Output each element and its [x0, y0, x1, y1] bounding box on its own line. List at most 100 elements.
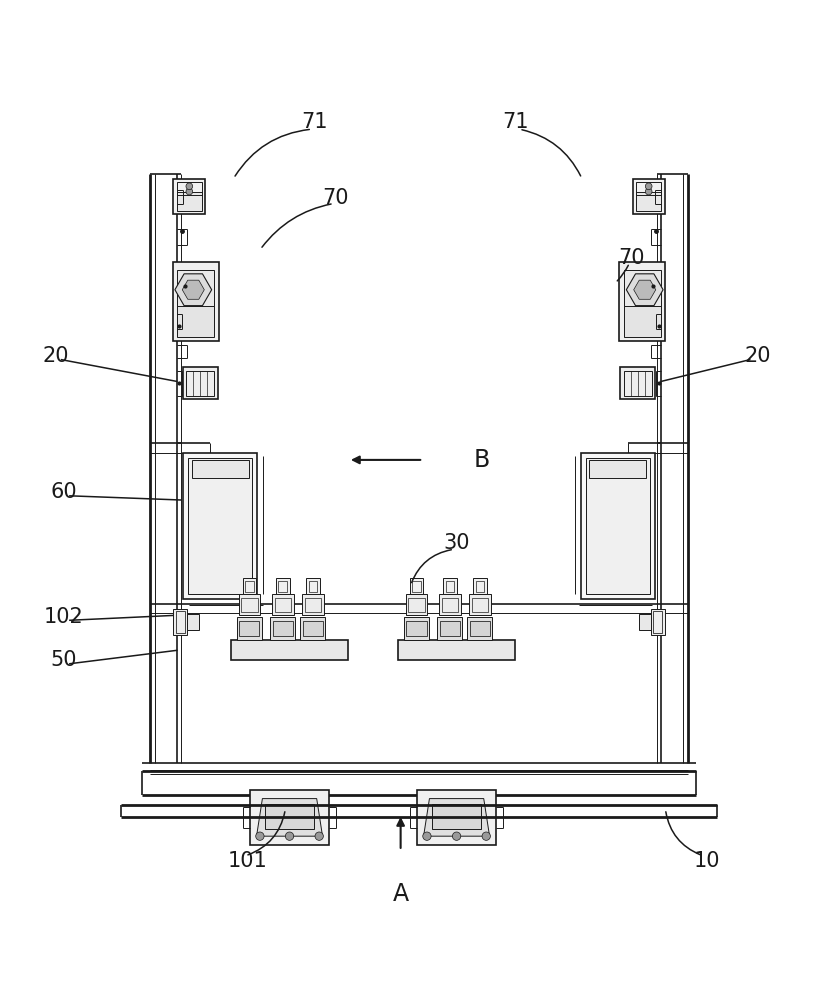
Circle shape [453, 832, 461, 840]
Bar [177, 270, 215, 306]
Text: 20: 20 [744, 346, 770, 366]
Bar [417, 790, 496, 845]
Circle shape [315, 832, 323, 840]
Bar [440, 621, 460, 636]
Bar [620, 367, 655, 399]
Bar [586, 458, 649, 594]
Bar [192, 460, 249, 478]
Circle shape [645, 188, 652, 195]
Bar [271, 617, 295, 640]
Bar [472, 598, 488, 612]
Bar [177, 192, 202, 211]
Bar [406, 621, 427, 636]
Bar [272, 594, 293, 615]
Text: 30: 30 [443, 533, 470, 553]
Bar [303, 621, 323, 636]
Bar [242, 578, 256, 594]
Bar [476, 581, 484, 592]
Polygon shape [182, 280, 204, 299]
Bar [245, 581, 254, 592]
Text: 70: 70 [323, 188, 349, 208]
Polygon shape [626, 274, 663, 306]
Bar [581, 453, 654, 599]
Bar [177, 301, 215, 337]
Circle shape [422, 832, 431, 840]
Bar [623, 301, 661, 337]
Bar [410, 578, 423, 594]
Bar [231, 640, 348, 660]
Bar [404, 617, 429, 640]
Bar [240, 621, 260, 636]
Bar [633, 179, 665, 214]
Bar [303, 594, 323, 615]
Bar [176, 611, 185, 633]
Bar [442, 598, 458, 612]
Bar [184, 453, 257, 599]
Bar [619, 262, 665, 341]
Bar [250, 790, 329, 845]
Bar [636, 192, 661, 211]
Text: 70: 70 [618, 248, 645, 268]
Text: 20: 20 [43, 346, 69, 366]
Circle shape [286, 832, 293, 840]
Text: A: A [392, 882, 409, 906]
Bar [636, 182, 661, 195]
Polygon shape [423, 799, 489, 836]
Bar [265, 804, 314, 829]
Circle shape [256, 832, 264, 840]
Bar [650, 609, 665, 635]
Bar [278, 581, 287, 592]
Bar [623, 270, 661, 306]
Bar [306, 578, 320, 594]
Text: 10: 10 [694, 851, 721, 871]
Bar [173, 179, 205, 214]
Text: 102: 102 [44, 607, 84, 627]
Bar [443, 578, 457, 594]
Bar [473, 578, 487, 594]
Text: 50: 50 [51, 650, 77, 670]
Polygon shape [256, 799, 323, 836]
Bar [300, 617, 325, 640]
Text: 60: 60 [51, 482, 77, 502]
Bar [469, 594, 490, 615]
Bar [437, 617, 463, 640]
Bar [308, 581, 318, 592]
Bar [189, 458, 252, 594]
Bar [241, 598, 257, 612]
Bar [432, 804, 481, 829]
Bar [186, 371, 215, 396]
Bar [173, 609, 188, 635]
Bar [177, 182, 202, 195]
Polygon shape [175, 274, 212, 306]
Circle shape [482, 832, 490, 840]
Bar [408, 598, 425, 612]
Bar [173, 262, 219, 341]
Bar [276, 578, 290, 594]
Bar [639, 614, 650, 630]
Bar [305, 598, 321, 612]
Bar [470, 621, 490, 636]
Bar [439, 594, 461, 615]
Text: 71: 71 [302, 112, 328, 132]
Bar [183, 367, 218, 399]
Bar [188, 614, 199, 630]
Bar [406, 594, 427, 615]
Bar [412, 581, 421, 592]
Bar [275, 598, 291, 612]
Bar [468, 617, 493, 640]
Text: 101: 101 [228, 851, 267, 871]
Polygon shape [634, 280, 656, 299]
Bar [273, 621, 293, 636]
Bar [237, 617, 262, 640]
Bar [239, 594, 260, 615]
Bar [398, 640, 515, 660]
Bar [653, 611, 662, 633]
Text: B: B [473, 448, 489, 472]
Bar [623, 371, 652, 396]
Text: 71: 71 [502, 112, 528, 132]
Circle shape [186, 183, 193, 190]
Circle shape [645, 183, 652, 190]
Bar [589, 460, 646, 478]
Bar [446, 581, 454, 592]
Circle shape [186, 188, 193, 195]
